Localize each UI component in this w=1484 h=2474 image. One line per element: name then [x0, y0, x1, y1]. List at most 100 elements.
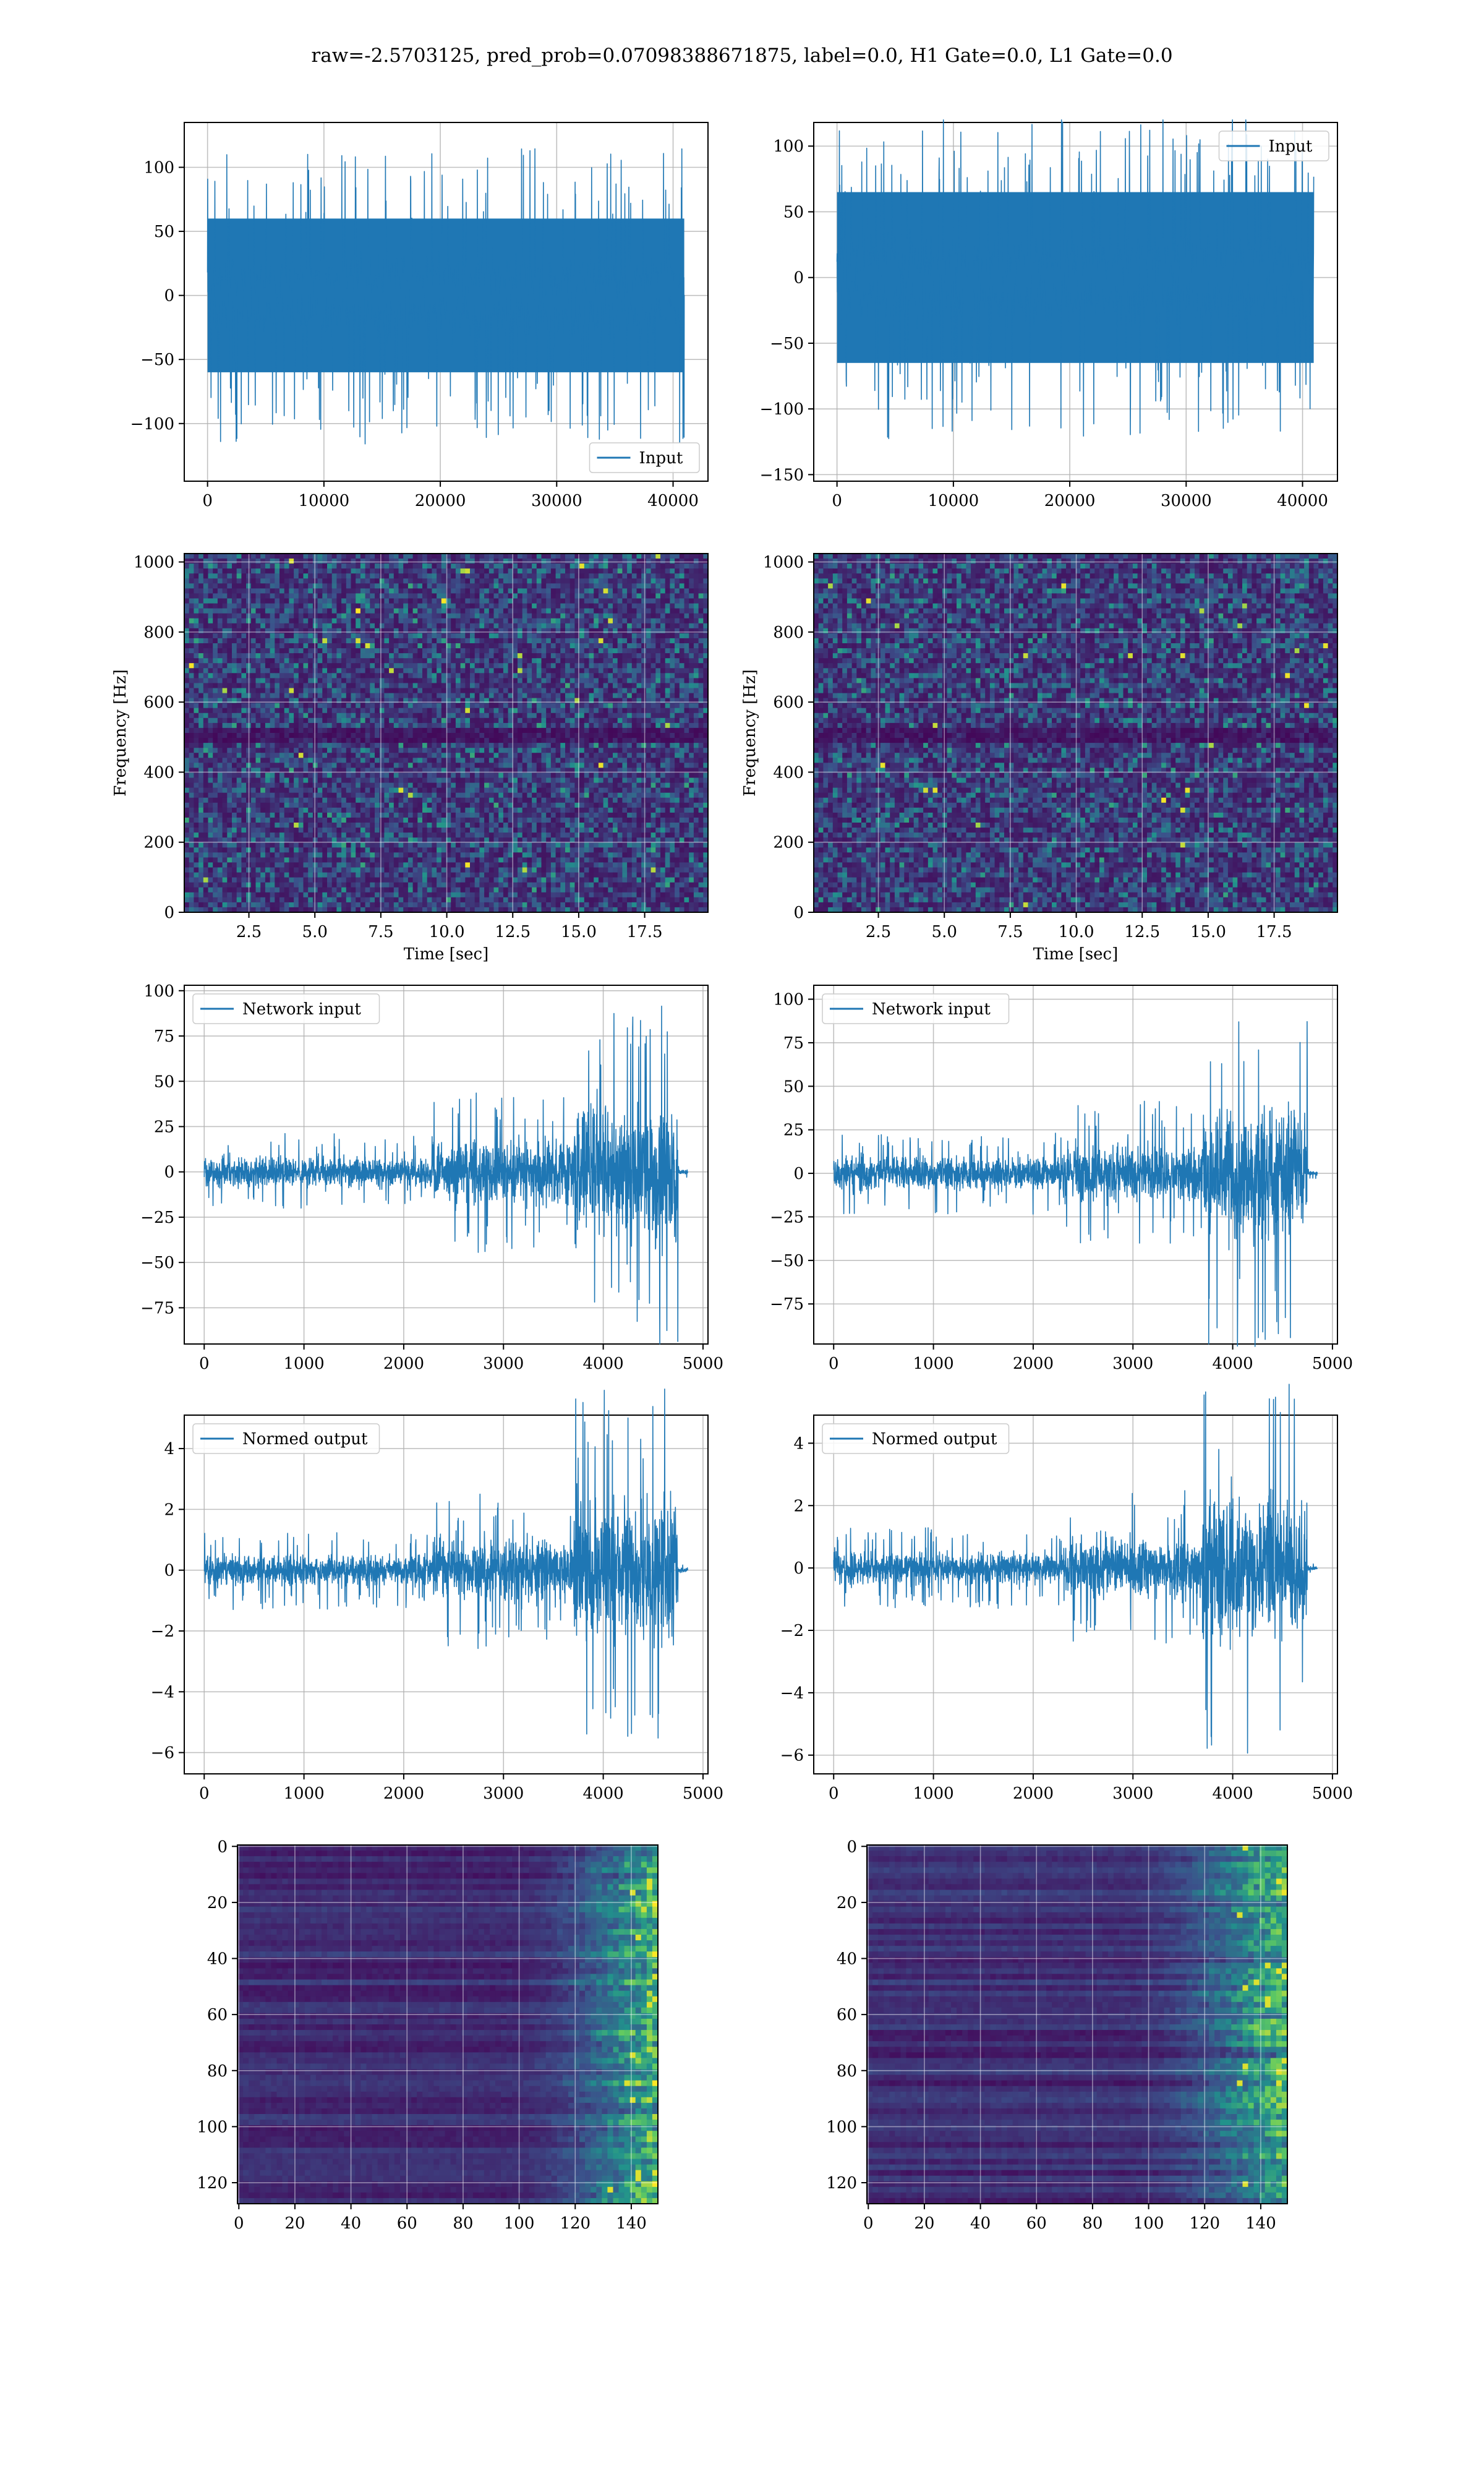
heatmap-cell — [608, 568, 613, 574]
heatmap-cell — [346, 563, 351, 569]
heatmap-cell — [394, 583, 399, 589]
heatmap-cell — [270, 568, 275, 574]
heatmap-cell — [275, 588, 279, 594]
heatmap-cell — [622, 563, 627, 569]
heatmap-cell — [284, 554, 289, 559]
heatmap-cell — [599, 593, 603, 599]
heatmap-cell — [189, 618, 194, 624]
heatmap-cell — [546, 573, 551, 579]
heatmap-cell — [479, 604, 484, 609]
heatmap-cell — [417, 568, 422, 574]
heatmap-cell — [346, 614, 351, 619]
heatmap-cell — [451, 554, 456, 559]
heatmap-cell — [408, 554, 413, 559]
heatmap-cell — [484, 599, 489, 604]
heatmap-cell — [203, 554, 208, 559]
heatmap-cell — [660, 563, 665, 569]
heatmap-cell — [184, 593, 189, 599]
heatmap-cell — [479, 583, 484, 589]
heatmap-cell — [498, 588, 503, 594]
heatmap-cell — [518, 563, 522, 569]
heatmap-cell — [313, 573, 318, 579]
heatmap-cell — [384, 573, 389, 579]
heatmap-cell — [208, 583, 213, 589]
heatmap-cell — [451, 573, 456, 579]
heatmap-cell — [251, 593, 256, 599]
heatmap-cell — [470, 583, 475, 589]
heatmap-cell — [589, 559, 594, 564]
heatmap-cell — [665, 593, 670, 599]
heatmap-cell — [294, 568, 299, 574]
heatmap-cell — [513, 604, 518, 609]
heatmap-cell — [646, 563, 651, 569]
heatmap-cell — [394, 563, 399, 569]
heatmap-cell — [432, 588, 437, 594]
heatmap-cell — [284, 568, 289, 574]
heatmap-cell — [275, 604, 279, 609]
heatmap-cell — [318, 573, 323, 579]
heatmap-cell — [484, 573, 489, 579]
heatmap-cell — [370, 593, 375, 599]
heatmap-cell — [351, 609, 356, 614]
heatmap-cell — [432, 573, 437, 579]
heatmap-cell — [403, 593, 408, 599]
heatmap-cell — [223, 578, 228, 584]
heatmap-cell — [213, 573, 218, 579]
heatmap-cell — [332, 618, 337, 624]
heatmap-cell — [203, 599, 208, 604]
heatmap-cell — [699, 593, 704, 599]
heatmap-cell — [451, 609, 456, 614]
heatmap-cell — [275, 578, 279, 584]
heatmap-cell — [670, 563, 675, 569]
heatmap-cell — [637, 614, 642, 619]
heatmap-cell — [270, 614, 275, 619]
heatmap-cell — [279, 568, 284, 574]
heatmap-cell — [289, 563, 294, 569]
heatmap-cell — [394, 604, 399, 609]
heatmap-cell — [489, 588, 494, 594]
heatmap-cell — [498, 559, 503, 564]
heatmap-cell — [275, 614, 279, 619]
heatmap-cell — [675, 568, 680, 574]
heatmap-cell — [665, 568, 670, 574]
heatmap-cell — [318, 559, 323, 564]
heatmap-cell — [532, 614, 537, 619]
heatmap-cell — [399, 599, 404, 604]
heatmap-cell — [275, 583, 279, 589]
heatmap-cell — [660, 568, 665, 574]
heatmap-cell — [322, 573, 327, 579]
heatmap-cell — [475, 588, 480, 594]
heatmap-cell — [256, 614, 261, 619]
heatmap-cell — [308, 593, 313, 599]
heatmap-cell — [332, 614, 337, 619]
heatmap-cell — [356, 604, 360, 609]
heatmap-cell — [527, 604, 532, 609]
heatmap-cell — [265, 554, 270, 559]
heatmap-cell — [275, 599, 279, 604]
heatmap-cell — [256, 559, 261, 564]
heatmap-cell — [556, 604, 561, 609]
heatmap-cell — [475, 599, 480, 604]
heatmap-cell — [565, 559, 570, 564]
heatmap-cell — [417, 573, 422, 579]
heatmap-cell — [256, 583, 261, 589]
heatmap-cell — [360, 609, 365, 614]
heatmap-cell — [427, 578, 432, 584]
heatmap-cell — [356, 614, 360, 619]
heatmap-cell — [660, 554, 665, 559]
heatmap-cell — [399, 588, 404, 594]
heatmap-cell — [441, 614, 446, 619]
heatmap-cell — [341, 614, 346, 619]
heatmap-cell — [360, 583, 365, 589]
heatmap-cell — [213, 559, 218, 564]
heatmap-cell — [260, 578, 265, 584]
heatmap-cell — [641, 614, 646, 619]
heatmap-cell — [589, 593, 594, 599]
heatmap-cell — [313, 599, 318, 604]
heatmap-cell — [465, 573, 470, 579]
heatmap-cell — [660, 559, 665, 564]
heatmap-cell — [632, 593, 637, 599]
heatmap-cell — [599, 604, 603, 609]
heatmap-cell — [527, 614, 532, 619]
heatmap-cell — [627, 573, 632, 579]
